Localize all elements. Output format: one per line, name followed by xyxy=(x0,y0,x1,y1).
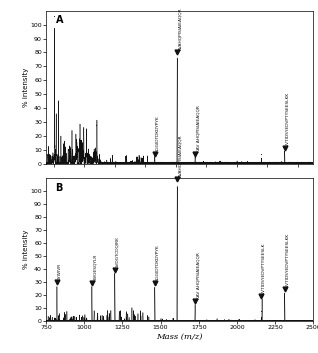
Text: B: B xyxy=(55,183,63,192)
Text: AVAHQPISIAIEAQQR: AVAHQPISIAIEAQQR xyxy=(178,134,182,177)
Text: NGGIDTDKDYPYK: NGGIDTDKDYPYK xyxy=(156,115,160,151)
Text: VVTIDSYEDVPTYSEESLKK: VVTIDSYEDVPTYSEESLKK xyxy=(286,92,290,146)
Text: ·: · xyxy=(260,150,263,160)
Text: KAV AHQPISIAIEAQQR: KAV AHQPISIAIEAQQR xyxy=(196,252,200,299)
X-axis label: Mass (m/z): Mass (m/z) xyxy=(156,333,203,341)
Text: VVTIDSYEDVPTYSEESLK: VVTIDSYEDVPTYSEESLK xyxy=(262,243,266,294)
Text: ·: · xyxy=(53,12,56,22)
Text: DYWIVR: DYWIVR xyxy=(58,262,62,280)
Text: VVTIDSYEDVPTYSEESLKK: VVTIDSYEDVPTYSEESLKK xyxy=(286,233,290,287)
Text: ·: · xyxy=(260,307,263,317)
Y-axis label: % intensity: % intensity xyxy=(23,68,29,107)
Text: SWGESQYLR: SWGESQYLR xyxy=(93,253,97,281)
Text: AVAHQPISIAIEAQQR: AVAHQPISIAIEAQQR xyxy=(178,7,182,50)
Y-axis label: % intensity: % intensity xyxy=(23,230,29,269)
Text: NGGIDTDKDYPYK: NGGIDTDKDYPYK xyxy=(156,244,160,281)
Text: GVDGTCDQIRK: GVDGTCDQIRK xyxy=(116,236,120,268)
Text: ·: · xyxy=(95,121,99,131)
Text: KAV AHQPISIAIEAQQR: KAV AHQPISIAIEAQQR xyxy=(196,105,200,151)
Text: A: A xyxy=(55,15,63,25)
